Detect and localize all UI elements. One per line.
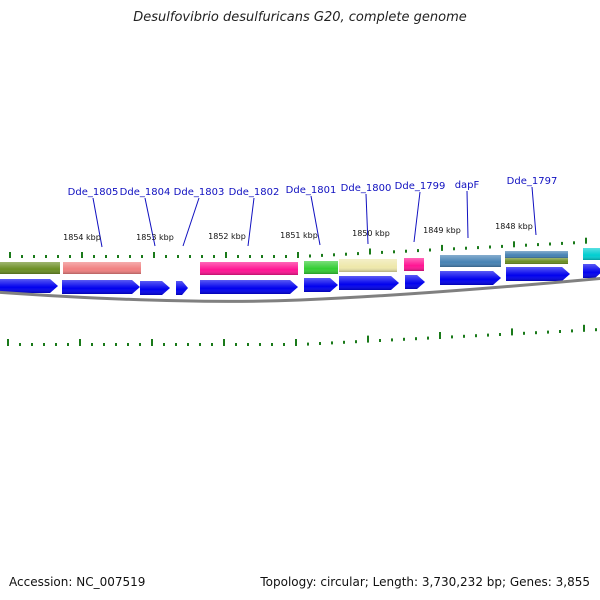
cds-arrow — [583, 264, 600, 278]
feature-block — [63, 262, 141, 274]
leader-line — [310, 195, 321, 246]
leader-line — [182, 197, 200, 247]
cds-arrow — [440, 271, 501, 285]
cds-arrow — [339, 276, 399, 290]
feature-block — [583, 248, 600, 260]
cds-arrow — [506, 267, 570, 281]
leader-line — [144, 197, 156, 247]
cds-arrow — [176, 281, 188, 295]
feature-block — [440, 255, 501, 267]
kbp-label: 1852 kbp — [208, 232, 246, 241]
gene-label: Dde_1800 — [341, 183, 392, 194]
leader-line — [413, 191, 421, 243]
map-title: Desulfovibrio desulfuricans G20, complet… — [133, 10, 467, 25]
topology-text: Topology: circular; Length: 3,730,232 bp… — [260, 575, 590, 589]
gene-label: Dde_1802 — [229, 187, 280, 198]
cds-arrow — [304, 278, 338, 292]
kbp-labels: 1854 kbp 1853 kbp 1852 kbp 1851 kbp 1850 kbp… — [63, 222, 533, 242]
leader-line — [365, 193, 369, 245]
gene-labels: Dde_1805 Dde_1804 Dde_1803 Dde_1802 Dde_1801… — [68, 176, 558, 248]
feature-block — [0, 262, 60, 274]
kbp-label: 1851 kbp — [280, 231, 318, 240]
gene-label: Dde_1805 — [68, 187, 119, 198]
feature-block — [404, 258, 424, 271]
gene-label: Dde_1803 — [174, 187, 225, 198]
cds-track — [0, 264, 600, 295]
feature-block — [505, 258, 568, 264]
feature-track — [0, 248, 600, 275]
gene-label: Dde_1804 — [120, 187, 171, 198]
gene-label: Dde_1799 — [395, 181, 446, 192]
cds-arrow — [0, 279, 58, 293]
feature-block — [200, 262, 298, 275]
cds-arrow — [140, 281, 170, 295]
gene-label: dapF — [455, 180, 480, 191]
accession-text: Accession: NC_007519 — [9, 575, 146, 589]
kbp-label: 1849 kbp — [423, 226, 461, 235]
leader-line — [466, 190, 469, 239]
leader-line — [247, 197, 255, 247]
gene-label: Dde_1797 — [507, 176, 558, 187]
feature-block — [339, 259, 397, 272]
leader-line — [531, 186, 537, 236]
cds-arrow — [200, 280, 298, 294]
feature-block — [304, 261, 338, 274]
kbp-label: 1848 kbp — [495, 222, 533, 231]
cds-arrow — [405, 275, 425, 289]
cds-arrow — [62, 280, 140, 294]
feature-block — [505, 251, 568, 258]
kbp-label: 1854 kbp — [63, 233, 101, 242]
outer-tick-marks — [9, 237, 587, 258]
kbp-label: 1853 kbp — [136, 233, 174, 242]
inner-tick-marks — [7, 324, 597, 346]
gene-label: Dde_1801 — [286, 185, 337, 196]
backbone-arc — [0, 276, 600, 303]
kbp-label: 1850 kbp — [352, 229, 390, 238]
leader-line — [92, 197, 103, 248]
